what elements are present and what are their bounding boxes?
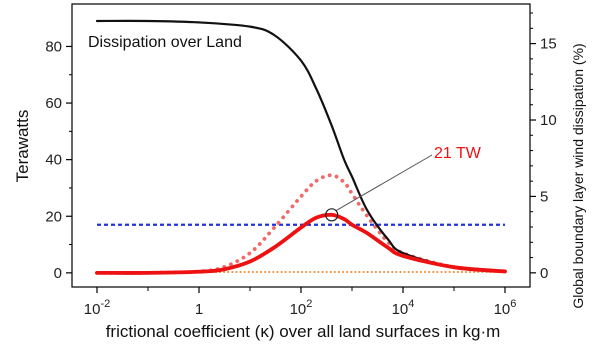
dissipation-annotation: Dissipation over Land [88, 34, 242, 51]
x-tick-label: 1 [195, 301, 203, 318]
x-tick-label: 106 [494, 298, 517, 318]
y2-tick-label: 0 [540, 265, 548, 282]
y-axis-title: Terawatts [13, 110, 32, 183]
x-tick-label: 10-2 [84, 298, 110, 318]
ticks-layer: 10-2 1 102 104 106 0 20 40 60 80 0 5 10 15 [45, 12, 557, 318]
y-tick-label: 40 [45, 152, 62, 169]
x-tick-label: 102 [290, 298, 313, 318]
x-tick-label: 104 [392, 298, 415, 318]
y-tick-label: 20 [45, 208, 62, 225]
y2-tick-label: 10 [540, 112, 557, 129]
y-tick-label: 60 [45, 95, 62, 112]
peak-leader-line [335, 154, 433, 212]
y2-tick-label: 15 [540, 36, 557, 53]
series-layer [95, 19, 507, 275]
y-tick-label: 0 [54, 265, 62, 282]
extracted-power-curve [95, 212, 507, 275]
x-axis-title: frictional coefficient (κ) over all land… [106, 322, 501, 341]
dissipation-curve [95, 19, 507, 273]
y-tick-label: 80 [45, 38, 62, 55]
peak-annotation: 21 TW [434, 145, 482, 162]
peak-marker [325, 208, 339, 222]
y2-tick-label: 5 [540, 188, 548, 205]
y2-axis-title: Global boundary layer wind dissipation (… [570, 43, 586, 308]
